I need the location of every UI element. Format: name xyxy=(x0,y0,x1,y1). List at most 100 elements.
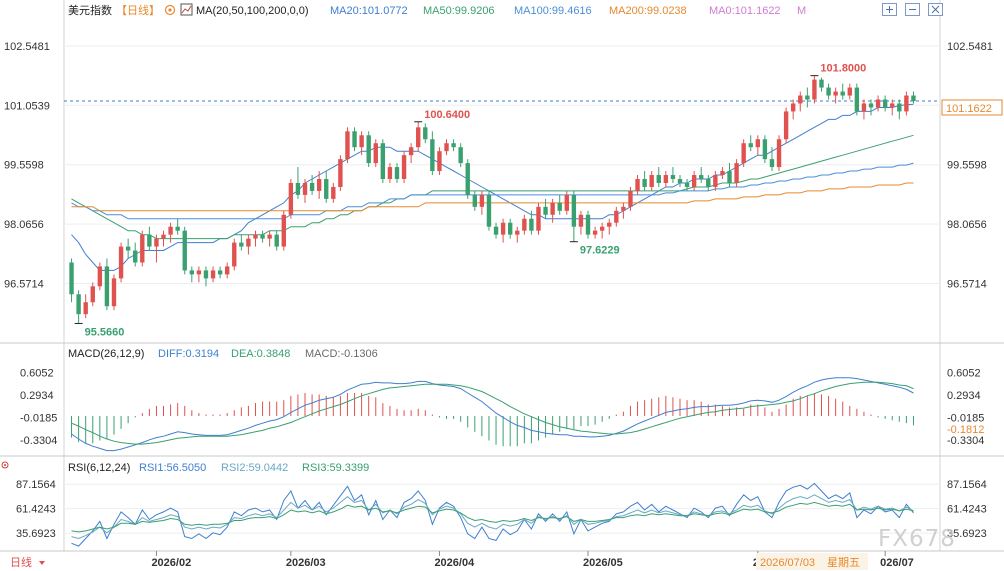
candle-body xyxy=(564,194,569,211)
extreme-value-label: 100.6400 xyxy=(424,109,470,121)
candle-body xyxy=(727,171,732,183)
candle-body xyxy=(904,95,909,112)
candle-body xyxy=(408,147,414,156)
candle-body xyxy=(493,226,499,235)
ma50-value: MA50:99.9206 xyxy=(423,5,495,17)
candle xyxy=(840,83,845,100)
candle-body xyxy=(734,163,739,183)
price-tick-right: 102.5481 xyxy=(947,41,993,53)
close-icon[interactable] xyxy=(928,3,943,16)
rsi-tick-right: 61.4243 xyxy=(947,504,987,516)
rsi-tick-left: 61.4243 xyxy=(16,504,56,516)
candle-body xyxy=(359,135,364,148)
candle xyxy=(515,226,520,243)
settings-icon[interactable] xyxy=(164,4,176,16)
indicator-toggle-icon[interactable] xyxy=(180,3,193,16)
candle-body xyxy=(387,167,393,179)
ma200-line xyxy=(71,182,914,212)
candle xyxy=(437,147,442,176)
candle-body xyxy=(83,302,88,315)
macd-tick-left: 0.2934 xyxy=(20,390,54,402)
price-tick-right: 99.5598 xyxy=(947,160,987,172)
candle xyxy=(826,83,831,100)
candle xyxy=(196,266,202,283)
candle xyxy=(691,171,697,191)
candle-body xyxy=(246,238,251,247)
candle-body xyxy=(515,230,520,235)
candle-body xyxy=(649,175,654,187)
candle xyxy=(224,262,230,279)
rsi3-line xyxy=(71,501,914,533)
candle-body xyxy=(663,175,669,183)
extreme-value-label: 95.5660 xyxy=(85,326,125,338)
candle xyxy=(430,131,435,176)
price-tick-left: 101.0539 xyxy=(4,100,50,112)
candle-body xyxy=(621,206,626,211)
moving-average-lines xyxy=(71,103,914,271)
candle xyxy=(69,258,74,303)
candle-body xyxy=(748,143,753,148)
candle xyxy=(239,234,244,251)
candle xyxy=(253,230,258,247)
candle xyxy=(366,131,371,168)
candle-body xyxy=(147,234,152,247)
candle-body xyxy=(578,214,584,227)
candle-body xyxy=(656,175,661,183)
zoom-out-icon[interactable] xyxy=(905,3,920,16)
candle-body xyxy=(720,171,725,176)
candle xyxy=(203,266,209,287)
candle-body xyxy=(316,179,322,191)
ma100-line xyxy=(71,162,914,220)
candle xyxy=(699,167,704,183)
price-tick-right: 98.0656 xyxy=(947,219,987,231)
candle-body xyxy=(69,262,74,295)
candle xyxy=(168,222,173,243)
candle-body xyxy=(642,179,647,187)
candle-body xyxy=(168,226,173,235)
candle xyxy=(267,230,272,247)
ma200-value: MA200:99.0238 xyxy=(609,5,687,17)
candle-body xyxy=(423,127,428,140)
candlesticks xyxy=(69,75,916,324)
candle-body xyxy=(154,238,159,247)
chevron-down-icon[interactable] xyxy=(39,561,45,565)
candle xyxy=(755,135,761,156)
candle xyxy=(161,230,166,247)
zoom-in-icon[interactable] xyxy=(882,3,897,16)
candle-body xyxy=(635,179,640,191)
candle xyxy=(479,190,485,215)
candle-body xyxy=(465,163,470,195)
candle-body xyxy=(288,182,294,215)
candle xyxy=(805,87,810,108)
candle-body xyxy=(111,278,117,307)
candle xyxy=(875,95,881,112)
rsi-tick-right: 35.6923 xyxy=(947,528,987,540)
candle-body xyxy=(260,234,265,239)
price-tick-left: 99.5598 xyxy=(4,160,44,172)
candle xyxy=(854,83,860,116)
x-tick-label: 2026/05 xyxy=(583,557,623,569)
candle xyxy=(359,131,364,156)
candle xyxy=(189,266,195,283)
candle-body xyxy=(550,202,555,215)
period-switch-button[interactable]: 日线 xyxy=(10,555,32,569)
candle-body xyxy=(224,266,230,275)
diff-value: DIFF:0.3194 xyxy=(158,348,219,360)
diff-line xyxy=(71,377,914,452)
hover-date: 2026/07/03 xyxy=(760,557,815,569)
candle xyxy=(571,190,577,242)
period-label[interactable]: 【日线】 xyxy=(116,3,160,17)
candle-body xyxy=(812,79,817,100)
ma0-value: MA0:101.1622 xyxy=(709,5,781,17)
crosshair-icon[interactable] xyxy=(1,461,9,469)
price-tick-left: 102.5481 xyxy=(4,41,50,53)
candle xyxy=(904,91,909,116)
candle xyxy=(621,202,626,219)
candle xyxy=(734,159,739,187)
candle-body xyxy=(309,182,315,191)
rsi-tick-left: 87.1564 xyxy=(16,479,56,491)
candle-body xyxy=(373,143,378,164)
candle-body xyxy=(783,111,789,140)
candle xyxy=(536,202,541,235)
